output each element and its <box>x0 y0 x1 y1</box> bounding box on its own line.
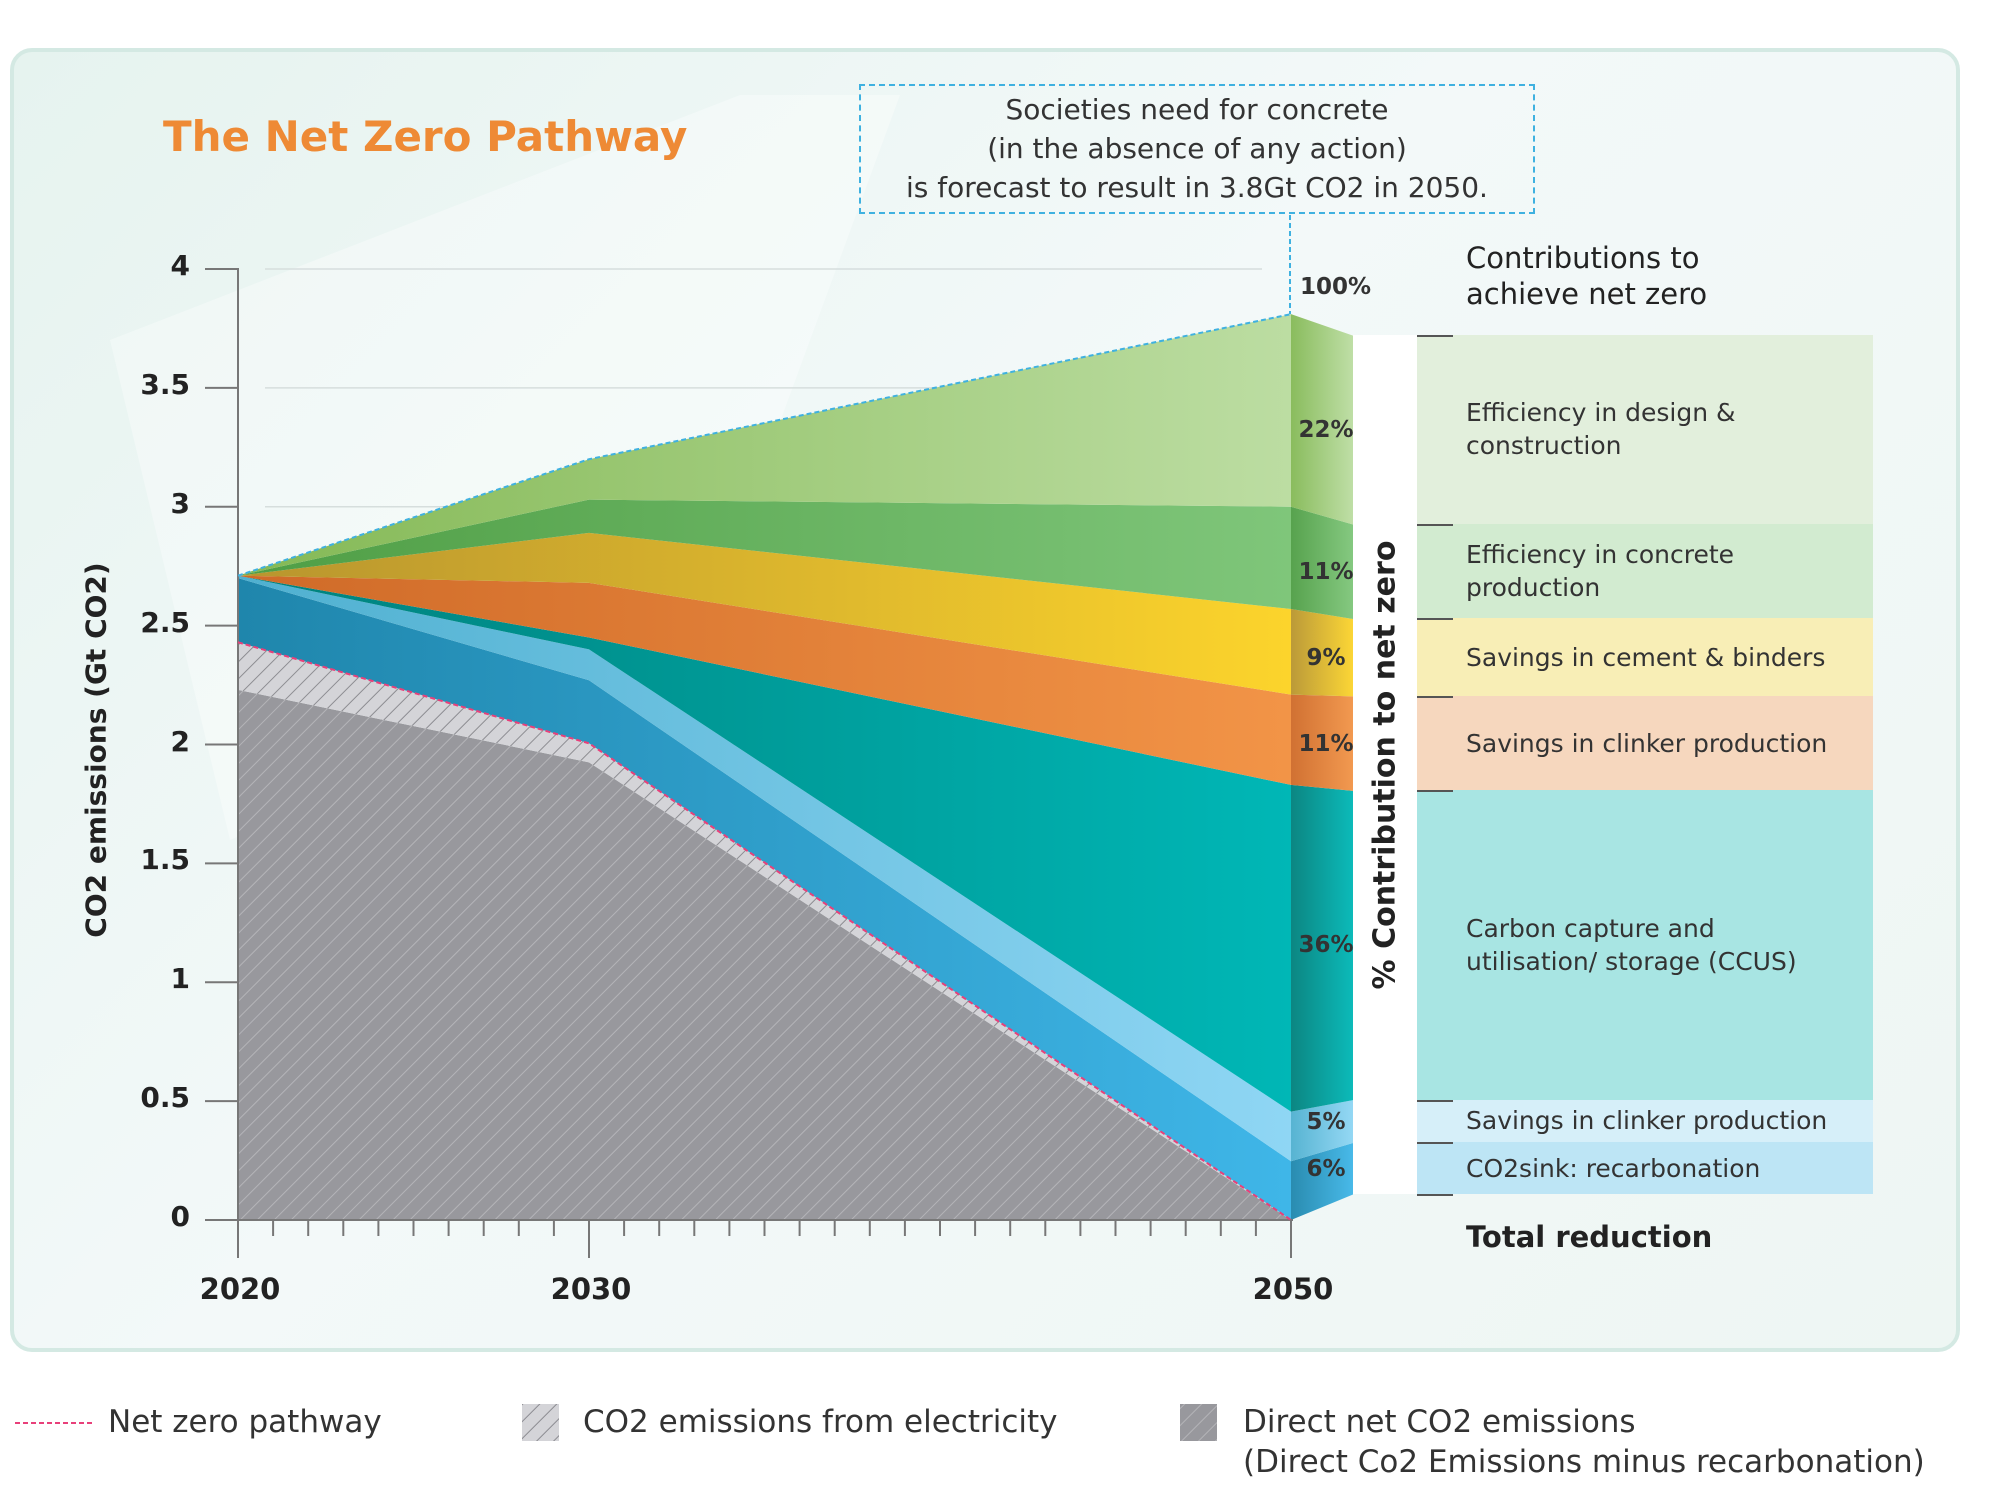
y-tick-label: 0.5 <box>140 1081 190 1115</box>
contribution-legend-block: Carbon capture and utilisation/ storage … <box>1417 790 1873 1100</box>
contribution-bar-segment <box>1291 608 1353 697</box>
contribution-legend-block: Savings in cement & binders <box>1417 618 1873 696</box>
x-tick-label: 2020 <box>199 1272 281 1306</box>
percent-label: 11% <box>1298 730 1354 757</box>
legend-direct: Direct net CO2 emissions (Direct Co2 Emi… <box>1243 1402 1925 1482</box>
legend-divider <box>1417 695 1453 698</box>
contributions-heading: Contributions to achieve net zero <box>1466 240 1707 312</box>
area-efficiency-in-concrete-production <box>238 499 1291 609</box>
legend-swatches <box>15 1404 1217 1441</box>
area-savings-in-clinker-production <box>238 575 1291 785</box>
percent-label: 22% <box>1298 417 1354 444</box>
percent-label-total: 100% <box>1300 274 1372 300</box>
legend-divider <box>1417 1194 1453 1196</box>
percent-label: 11% <box>1298 558 1354 585</box>
area-co2-emissions-from-electricity <box>238 642 1291 1220</box>
contribution-bar-strip <box>1353 335 1417 1194</box>
area-co2sink-recarbonation <box>238 578 1291 1220</box>
percent-label: 9% <box>1306 644 1346 671</box>
y-axis-label: CO2 emissions (Gt CO2) <box>79 562 113 938</box>
contribution-legend-label: Carbon capture and utilisation/ storage … <box>1466 913 1797 976</box>
y-tick-label: 3.5 <box>140 367 190 401</box>
area-efficiency-in-design-construction <box>238 314 1291 576</box>
legend-divider <box>1417 1142 1453 1145</box>
net-zero-pathway-line <box>237 641 1292 1221</box>
y-tick-label: 3 <box>170 486 190 520</box>
contribution-bar-segment <box>1291 314 1353 525</box>
legend-direct-line: Direct net CO2 emissions <box>1243 1404 1636 1440</box>
chart-title: The Net Zero Pathway <box>163 112 688 161</box>
contribution-axis-label: % Contribution to net zero <box>1367 540 1403 990</box>
y-tick-label: 2.5 <box>140 605 190 639</box>
contribution-legend-block: Efficiency in concrete production <box>1417 523 1873 619</box>
electricity-legend-swatch <box>522 1404 559 1441</box>
callout-line: Societies need for concrete <box>1005 93 1389 126</box>
y-tick-label: 4 <box>170 249 190 282</box>
heading-line: achieve net zero <box>1466 277 1708 311</box>
contribution-bar-segment <box>1291 784 1353 1112</box>
contribution-legend-label: Efficiency in design & construction <box>1466 398 1736 461</box>
legend-divider <box>1417 335 1453 337</box>
contribution-legend-block: CO2sink: recarbonation <box>1417 1142 1873 1194</box>
contribution-bar-segment <box>1291 1100 1353 1162</box>
contribution-bar-segment <box>1291 1143 1353 1220</box>
callout-line: (in the absence of any action) <box>987 132 1407 165</box>
legend-electricity: CO2 emissions from electricity <box>583 1404 1058 1440</box>
x-tick-label: 2050 <box>1252 1272 1334 1306</box>
percent-label: 6% <box>1306 1155 1346 1182</box>
total-reduction-label: Total reduction <box>1466 1220 1713 1254</box>
legend-net-zero: Net zero pathway <box>108 1404 382 1440</box>
total-emissions-line <box>237 313 1292 577</box>
legend-divider <box>1417 790 1453 793</box>
contribution-legend-label: Savings in clinker production <box>1466 728 1828 758</box>
contribution-legend-block: Savings in clinker production <box>1417 695 1873 791</box>
area-carbon-capture-and-utilisation-storage-ccus- <box>238 575 1291 1112</box>
direct-emissions-legend-swatch <box>1180 1404 1217 1441</box>
contribution-legend-label: CO2sink: recarbonation <box>1466 1153 1761 1183</box>
contribution-legend-block: Savings in clinker production <box>1417 1099 1873 1143</box>
y-tick-label: 0 <box>170 1200 190 1233</box>
callout-line: is forecast to result in 3.8Gt CO2 in 20… <box>906 171 1488 204</box>
contribution-legend-label: Savings in clinker production <box>1466 1106 1828 1136</box>
contribution-bar-segment <box>1291 694 1353 791</box>
y-tick-label: 1.5 <box>140 843 190 877</box>
legend-divider <box>1417 1099 1453 1102</box>
percent-label: 36% <box>1298 932 1354 959</box>
contribution-legend-label: Savings in cement & binders <box>1466 642 1826 672</box>
contribution-bar-segment <box>1291 506 1353 620</box>
x-tick-label: 2030 <box>550 1272 632 1306</box>
legend-divider <box>1417 523 1453 526</box>
y-tick-label: 2 <box>170 724 190 758</box>
contribution-legend-label: Efficiency in concrete production <box>1466 540 1735 603</box>
y-tick-label: 1 <box>170 962 190 996</box>
area-savings-in-cement-binders <box>238 532 1291 695</box>
callout-box: Societies need for concrete (in the abse… <box>859 84 1535 214</box>
legend-divider <box>1417 618 1453 621</box>
area-direct-net-co2-emissions <box>238 689 1291 1220</box>
contribution-legend-block: Efficiency in design & construction <box>1417 335 1873 524</box>
legend-direct-line: (Direct Co2 Emissions minus recarbonatio… <box>1243 1444 1925 1480</box>
heading-line: Contributions to <box>1466 241 1700 275</box>
percent-label: 5% <box>1306 1108 1346 1135</box>
